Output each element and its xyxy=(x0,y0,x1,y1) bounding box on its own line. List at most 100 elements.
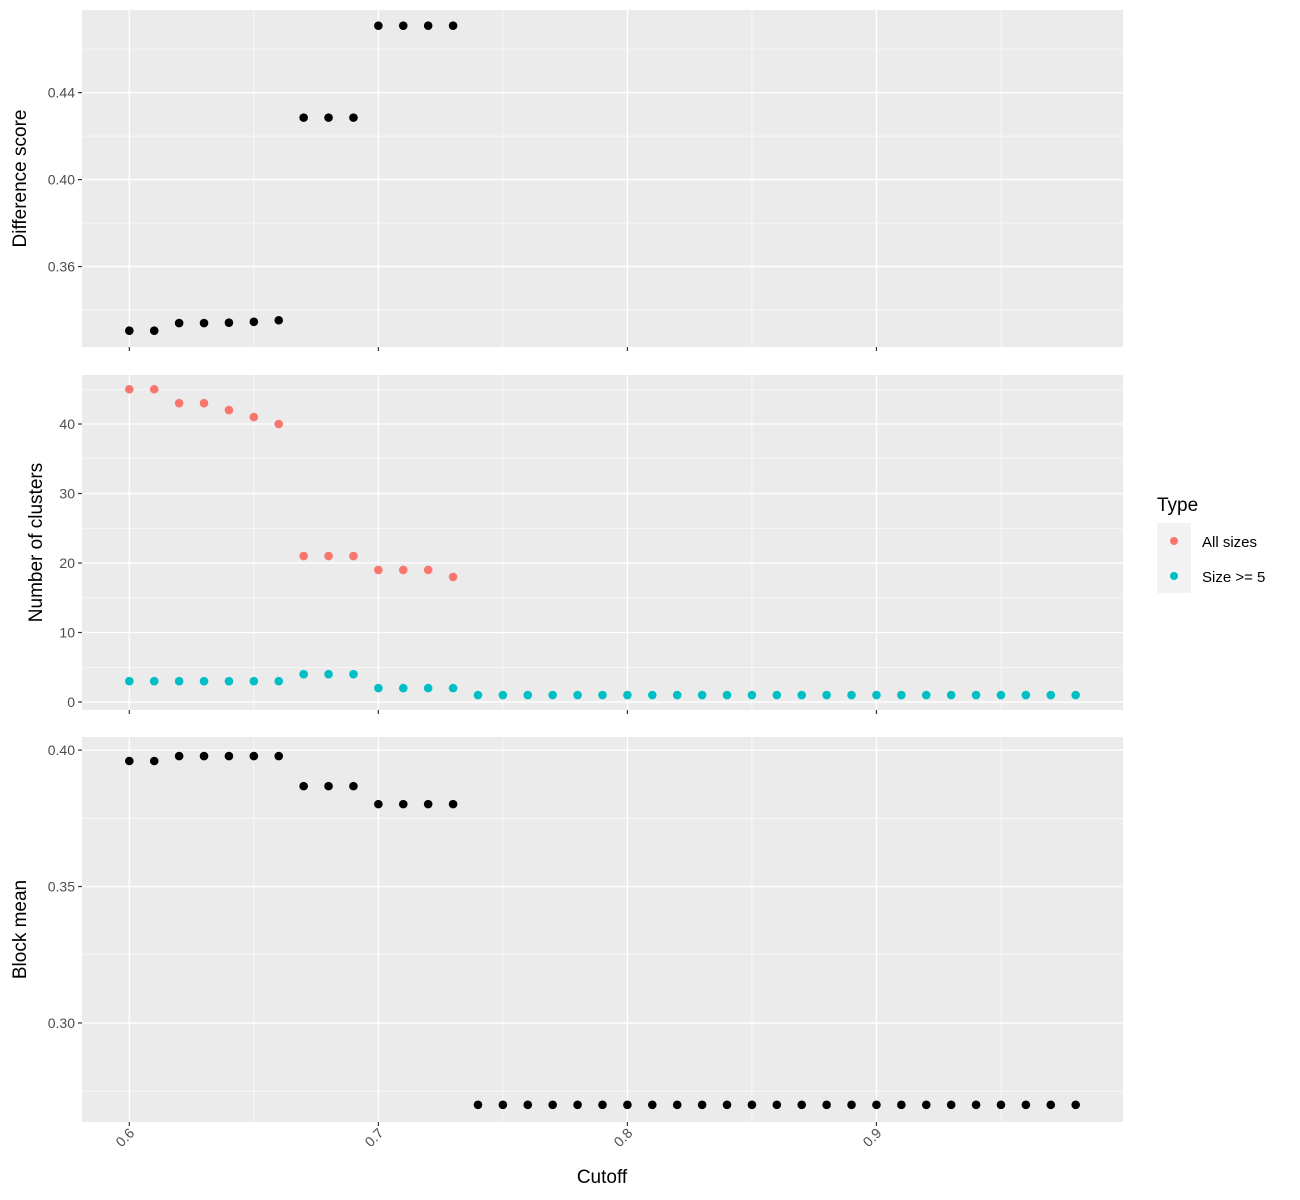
data-point xyxy=(623,690,632,700)
data-point xyxy=(847,1100,856,1110)
data-point xyxy=(573,1100,582,1110)
data-point xyxy=(374,21,383,30)
data-point xyxy=(672,1100,682,1110)
x-axis-title: Cutoff xyxy=(577,1167,628,1188)
data-point xyxy=(473,1100,483,1110)
data-point xyxy=(423,565,433,575)
data-point xyxy=(897,690,906,700)
data-point xyxy=(299,551,308,561)
data-point xyxy=(697,690,707,700)
data-point xyxy=(398,565,408,575)
data-point xyxy=(498,690,508,700)
data-point xyxy=(921,690,931,700)
data-point xyxy=(697,1100,707,1110)
data-point xyxy=(349,669,358,679)
legend-key-size-ge-5 xyxy=(1170,572,1178,580)
data-point xyxy=(1071,690,1080,700)
data-point xyxy=(423,21,433,30)
x-tick-label: 0.7 xyxy=(361,1125,386,1150)
data-point xyxy=(448,799,458,809)
data-point xyxy=(199,751,209,761)
data-point xyxy=(598,1100,607,1110)
data-point xyxy=(249,751,259,761)
data-point xyxy=(224,405,234,415)
data-point xyxy=(921,1100,931,1110)
data-point xyxy=(199,398,209,408)
panel-3: 0.6 0.7 0.8 0.9 0.30 0.35 0.40 Block mean xyxy=(10,737,1123,1150)
y-tick-label: 0.44 xyxy=(48,85,75,101)
data-point xyxy=(374,683,383,693)
data-point xyxy=(772,690,782,700)
data-point xyxy=(249,676,259,686)
y-tick-label: 0.40 xyxy=(48,742,75,758)
data-point xyxy=(224,318,234,327)
data-point xyxy=(274,419,284,429)
panel-1: 0.36 0.40 0.44 Difference score xyxy=(10,10,1123,351)
data-point xyxy=(772,1100,782,1110)
data-point xyxy=(1046,690,1056,700)
data-point xyxy=(199,318,209,328)
series-all-sizes xyxy=(125,384,458,582)
data-point xyxy=(174,751,184,761)
data-point xyxy=(1021,1100,1031,1110)
data-point xyxy=(274,315,284,325)
data-point xyxy=(125,326,134,335)
data-point xyxy=(1021,690,1031,700)
data-point xyxy=(672,690,682,700)
x-tick-label: 0.8 xyxy=(610,1125,635,1150)
data-point xyxy=(299,781,308,791)
data-point xyxy=(149,676,159,686)
data-point xyxy=(224,676,234,686)
data-point xyxy=(174,318,184,328)
legend-key-all-sizes xyxy=(1170,537,1178,545)
data-point xyxy=(722,1100,732,1110)
y-axis-title: Number of clusters xyxy=(26,463,47,622)
legend-key-background xyxy=(1157,523,1191,593)
data-point xyxy=(349,551,358,561)
data-point xyxy=(523,690,533,700)
data-point xyxy=(897,1100,906,1110)
data-point xyxy=(174,398,184,408)
data-point xyxy=(149,326,159,335)
data-point xyxy=(1071,1100,1080,1110)
legend-label-size-ge-5: Size >= 5 xyxy=(1202,569,1265,586)
data-point xyxy=(374,799,383,809)
data-point xyxy=(324,551,333,561)
y-tick-label: 20 xyxy=(59,555,75,571)
panel-background xyxy=(82,737,1123,1122)
y-axis-title: Difference score xyxy=(10,110,31,248)
data-point xyxy=(946,690,956,700)
y-tick-label: 10 xyxy=(59,625,75,641)
data-point xyxy=(747,690,757,700)
data-point xyxy=(498,1100,508,1110)
data-point xyxy=(822,1100,831,1110)
data-point xyxy=(548,1100,557,1110)
y-tick-label: 0.40 xyxy=(48,172,75,188)
panel-2: 0 10 20 30 40 Number of clusters xyxy=(26,375,1123,714)
data-point xyxy=(996,1100,1006,1110)
y-tick-label: 0 xyxy=(67,694,75,710)
y-tick-label: 30 xyxy=(59,486,75,502)
y-tick-label: 0.36 xyxy=(48,259,75,275)
data-point xyxy=(299,113,308,122)
data-point xyxy=(324,113,333,122)
data-point xyxy=(324,781,333,791)
data-point xyxy=(1046,1100,1056,1110)
data-point xyxy=(349,781,358,791)
data-point xyxy=(797,1100,807,1110)
data-point xyxy=(722,690,732,700)
data-point xyxy=(398,683,408,693)
data-point xyxy=(199,676,209,686)
data-point xyxy=(971,1100,981,1110)
data-point xyxy=(523,1100,533,1110)
data-point xyxy=(822,690,831,700)
data-point xyxy=(374,565,383,575)
data-point xyxy=(648,690,657,700)
data-point xyxy=(324,669,333,679)
x-tick-label: 0.9 xyxy=(859,1125,884,1150)
data-point xyxy=(797,690,807,700)
data-point xyxy=(448,572,458,582)
data-point xyxy=(648,1100,657,1110)
data-point xyxy=(971,690,981,700)
